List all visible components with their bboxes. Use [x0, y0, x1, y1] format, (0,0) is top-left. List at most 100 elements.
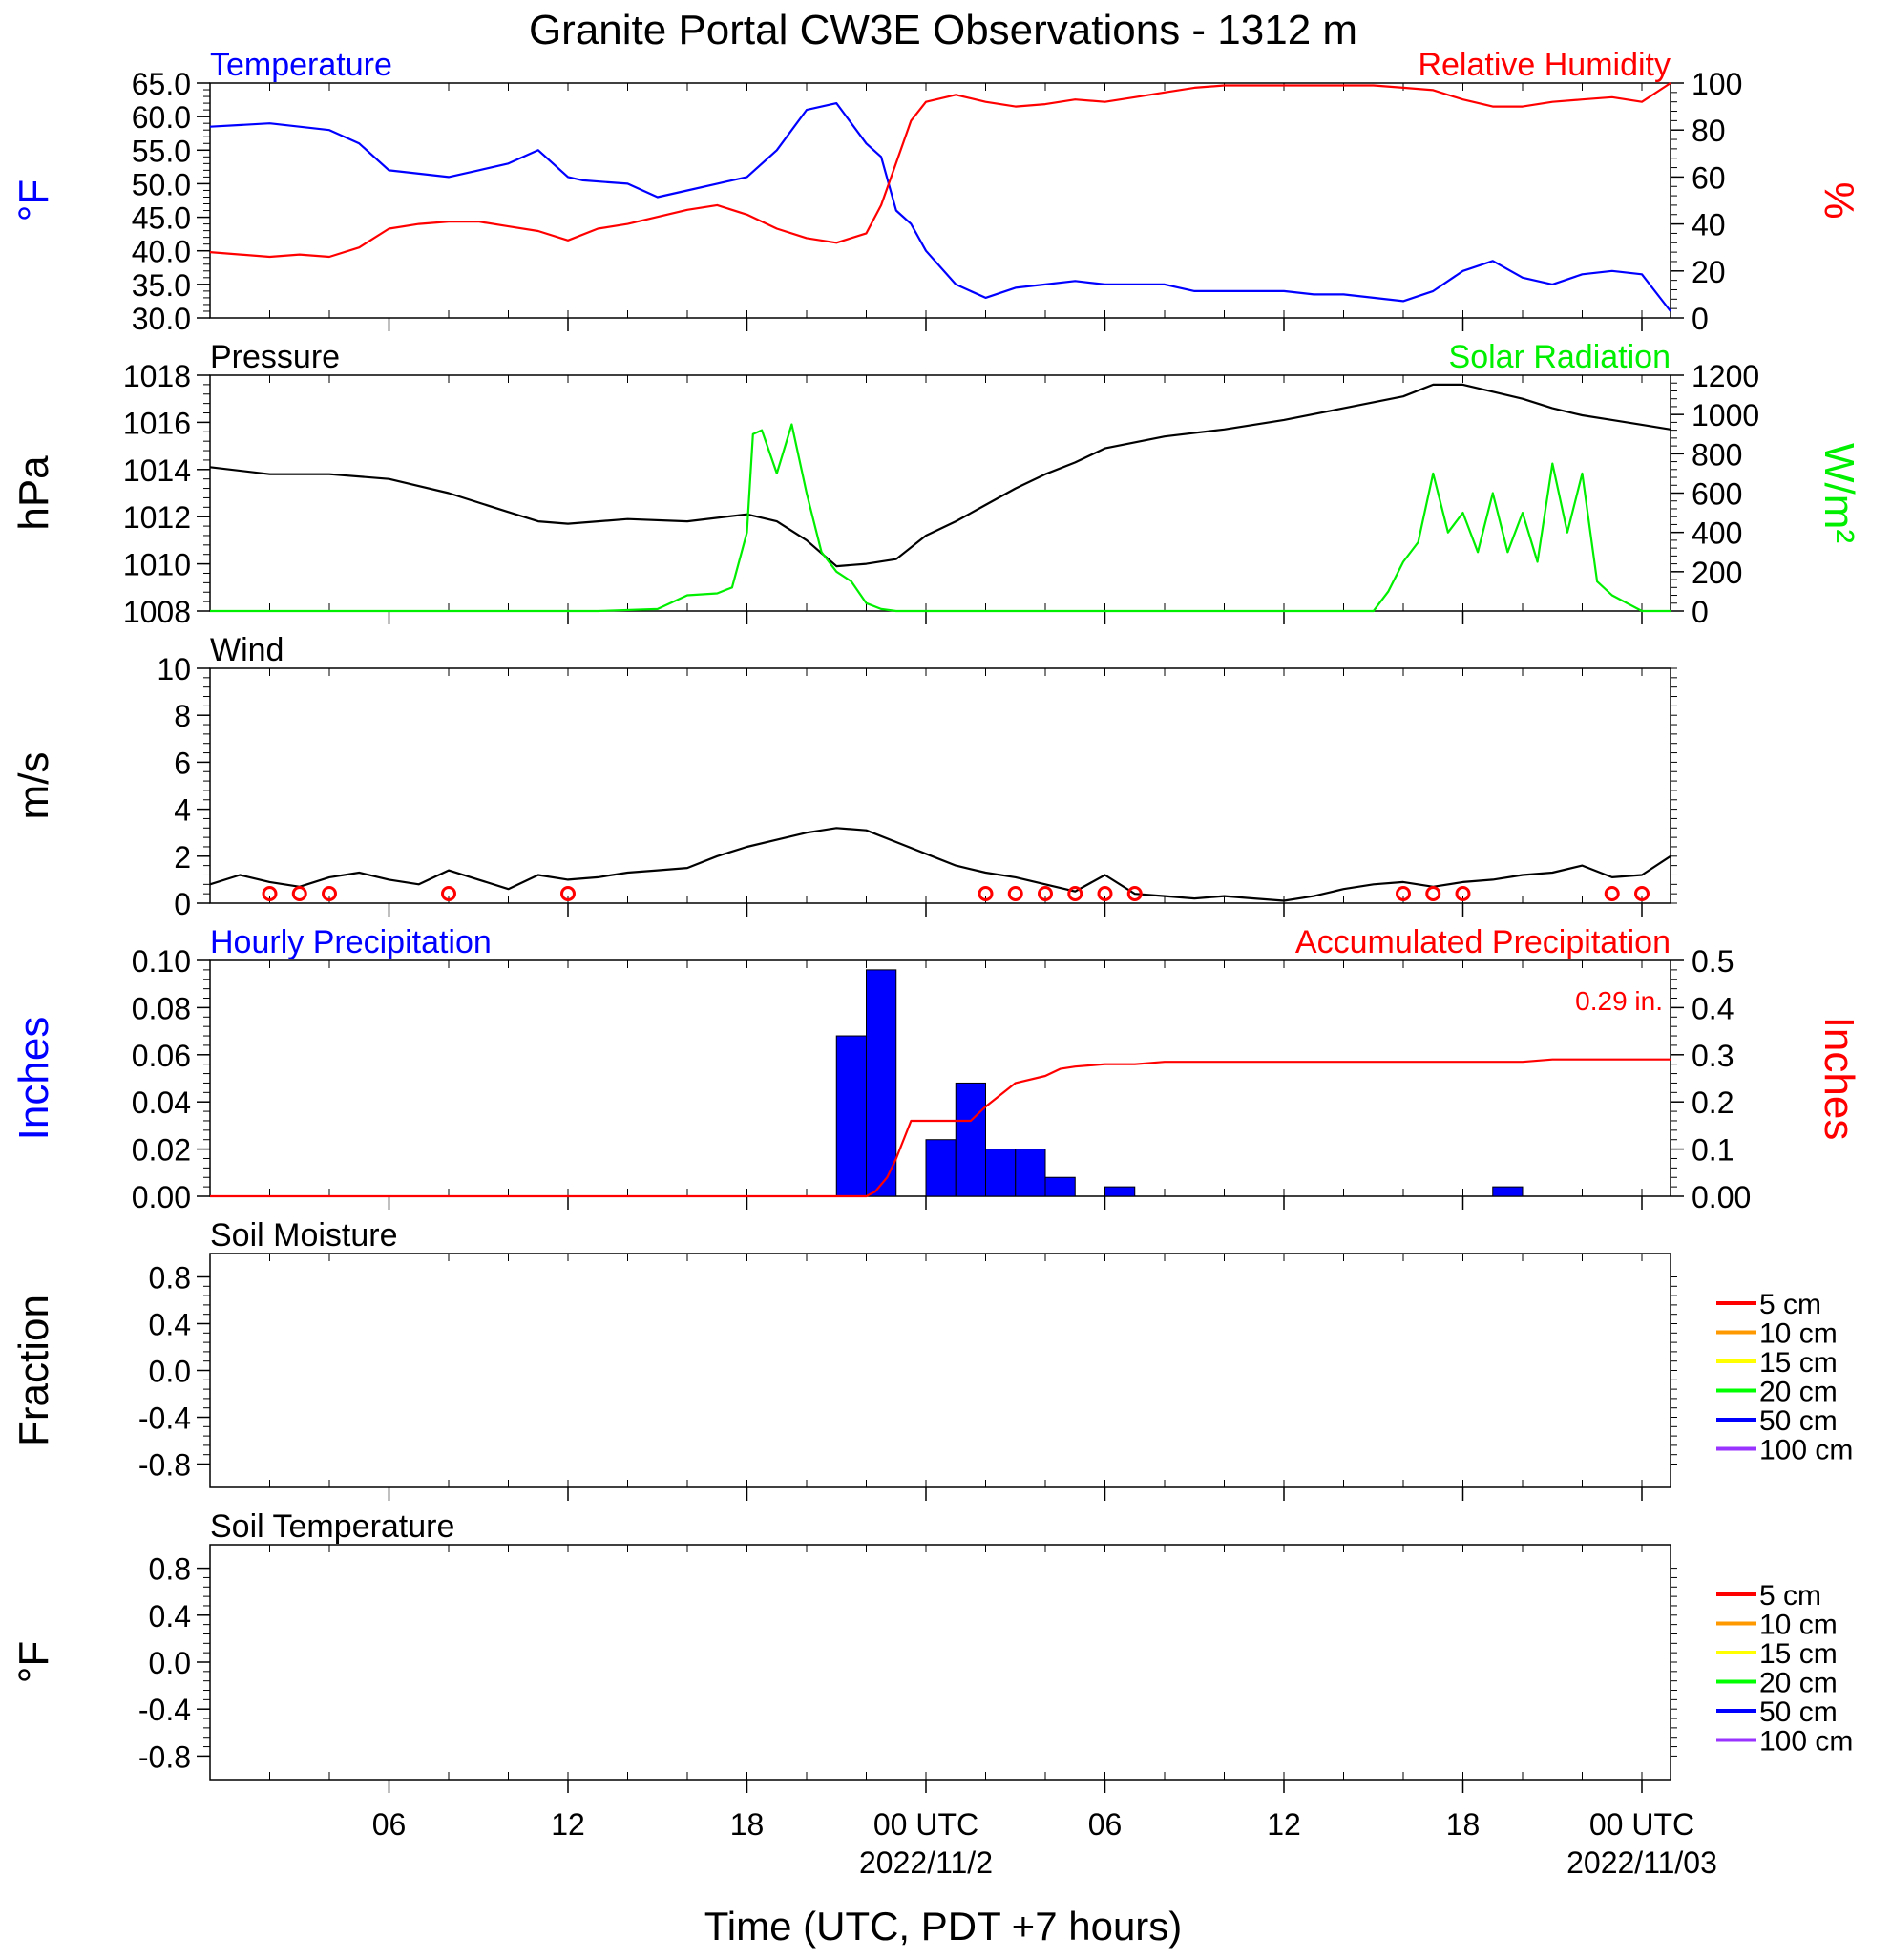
precip-bar [1015, 1149, 1046, 1197]
panel-left-title: Temperature [210, 47, 392, 83]
y-right-tick-label: 40 [1692, 208, 1726, 242]
y-tick-label: -0.8 [138, 1739, 191, 1774]
legend-label: 5 cm [1759, 1289, 1821, 1320]
legend-label: 50 cm [1759, 1405, 1838, 1437]
wind-calm-marker [1396, 886, 1411, 901]
panel-wind: 0 2 4 6 8 10 Wind m/s [11, 632, 1677, 921]
precip-bar [866, 969, 897, 1197]
y-right-tick-label: 80 [1692, 114, 1726, 148]
x-tick-label: 12 [1267, 1807, 1301, 1842]
x-tick-label: 00 UTC [873, 1807, 978, 1842]
y-right-axis-label: Inches [1816, 1017, 1862, 1141]
wind-calm-marker [978, 886, 994, 901]
legend-label: 15 cm [1759, 1638, 1838, 1670]
y-axis-label: m/s [11, 752, 57, 820]
x-tick-label: 06 [372, 1807, 407, 1842]
legend-label: 15 cm [1759, 1347, 1838, 1379]
y-tick-label: 50.0 [132, 167, 191, 201]
wind-calm-marker [1097, 886, 1113, 901]
y-right-axis-label: % [1816, 181, 1862, 219]
precip-bar [1044, 1176, 1076, 1197]
precip-bar [925, 1139, 957, 1197]
plot-frame [209, 1544, 1671, 1781]
plot-frame [209, 1253, 1671, 1488]
y-right-tick-label: 20 [1692, 255, 1726, 289]
y-right-tick-label: 800 [1692, 437, 1742, 472]
panel-left-title: Soil Moisture [210, 1217, 398, 1254]
x-date-label: 2022/11/2 [859, 1845, 993, 1880]
y-tick-label: 10 [157, 652, 191, 686]
legend-label: 20 cm [1759, 1377, 1838, 1408]
y-tick-label: 0.06 [132, 1039, 191, 1073]
legend-label: 50 cm [1759, 1697, 1838, 1728]
series-line [209, 827, 1671, 902]
x-axis-label: Time (UTC, PDT +7 hours) [704, 1904, 1183, 1949]
panel-left-title: Soil Temperature [210, 1508, 454, 1545]
wind-calm-marker [1604, 886, 1620, 901]
series-line [209, 101, 1671, 312]
y-tick-label: 4 [174, 793, 191, 828]
wind-calm-marker [560, 886, 576, 901]
wind-calm-marker [322, 886, 337, 901]
y-right-tick-label: 0 [1692, 302, 1709, 336]
plot-frame [209, 667, 1671, 904]
precip-bar [985, 1149, 1017, 1197]
x-tick-label: 18 [1446, 1807, 1481, 1842]
series-line [209, 82, 1671, 259]
y-tick-label: 0.8 [149, 1552, 191, 1587]
wind-calm-marker [1067, 886, 1083, 901]
chart-title: Granite Portal CW3E Observations - 1312 … [529, 7, 1357, 53]
series-line [210, 423, 1671, 613]
panel-left-title: Hourly Precipitation [210, 924, 492, 960]
y-right-tick-label: 400 [1692, 516, 1742, 551]
y-tick-label: 45.0 [132, 201, 191, 236]
x-date-label: 2022/11/03 [1566, 1845, 1717, 1880]
y-tick-label: 35.0 [132, 268, 191, 303]
y-right-tick-label: 1200 [1692, 359, 1759, 393]
precip-bar [1492, 1186, 1524, 1197]
panel-precipitation: 0.00 0.02 0.04 0.06 0.08 0.10 0.00 0.1 0.2 0.3 0.4… [11, 924, 1862, 1214]
y-right-tick-label: 200 [1692, 556, 1742, 590]
panel-right-title: Relative Humidity [1418, 47, 1671, 83]
y-right-tick-label: 1000 [1692, 398, 1759, 432]
x-tick-label: 18 [730, 1807, 765, 1842]
y-tick-label: 0.10 [132, 944, 191, 979]
y-right-tick-label: 0.1 [1692, 1133, 1734, 1168]
y-tick-label: 0 [174, 887, 191, 921]
legend-label: 10 cm [1759, 1318, 1838, 1350]
legend-label: 20 cm [1759, 1668, 1838, 1699]
y-tick-label: 0.0 [149, 1355, 191, 1389]
y-axis-label: Inches [11, 1017, 57, 1141]
precip-bar [1104, 1186, 1136, 1197]
precip-bar [955, 1082, 986, 1197]
y-tick-label: 60.0 [132, 100, 191, 135]
y-tick-label: 0.08 [132, 991, 191, 1025]
y-tick-label: 55.0 [132, 134, 191, 168]
plot-frame [209, 82, 1671, 319]
wind-calm-marker [441, 886, 456, 901]
wind-calm-marker [1038, 886, 1053, 901]
y-right-axis-label: W/m² [1816, 443, 1862, 543]
panel-soil-moisture: -0.8 -0.4 0.0 0.4 0.8 Soil Moisture Fraction 5 … [11, 1217, 1853, 1501]
y-right-tick-label: 600 [1692, 477, 1742, 512]
y-tick-label: 1014 [123, 453, 191, 488]
legend-label: 100 cm [1759, 1726, 1853, 1758]
wind-calm-marker [1007, 886, 1023, 901]
y-axis-label: Fraction [11, 1295, 57, 1446]
panel-left-title: Pressure [210, 339, 340, 375]
y-right-tick-label: 60 [1692, 160, 1726, 195]
y-tick-label: 0.4 [149, 1599, 191, 1633]
y-tick-label: 0.4 [149, 1308, 191, 1342]
y-axis-label: °F [11, 1641, 57, 1683]
series-line [209, 383, 1671, 568]
y-tick-label: 1018 [123, 359, 191, 393]
y-axis-label: hPa [11, 455, 57, 531]
series-line [210, 1058, 1671, 1198]
panel-right-title: Accumulated Precipitation [1295, 924, 1671, 960]
legend-label: 10 cm [1759, 1610, 1838, 1641]
x-tick-label: 06 [1088, 1807, 1123, 1842]
wind-calm-marker [1455, 886, 1471, 901]
y-tick-label: 65.0 [132, 67, 191, 101]
